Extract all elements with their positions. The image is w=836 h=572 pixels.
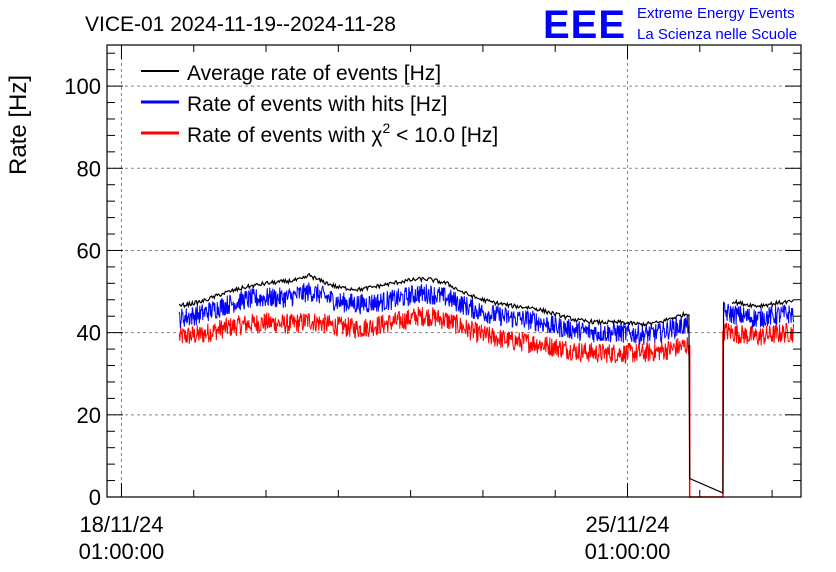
- axes: 02040608010018/11/2401:00:0025/11/2401:0…: [64, 45, 801, 564]
- series-chi2-gap: [688, 330, 724, 498]
- x-tick-label-time: 01:00:00: [79, 539, 165, 564]
- logo-line1: Extreme Energy Events: [637, 5, 795, 22]
- x-tick-label-date: 25/11/24: [585, 512, 669, 537]
- logo-mark: EEE: [543, 3, 626, 47]
- y-tick-label: 80: [77, 156, 101, 181]
- series-average-gap: [688, 301, 725, 494]
- plot-frame: [106, 44, 802, 498]
- chart-title: VICE-01 2024-11-19--2024-11-28: [85, 13, 396, 36]
- legend-label: Rate of events with hits [Hz]: [187, 93, 447, 116]
- legend-label: Average rate of events [Hz]: [187, 62, 441, 85]
- eee-logo: EEE Extreme Energy Events La Scienza nel…: [543, 3, 797, 47]
- series-average-main: [178, 272, 689, 328]
- logo-line2: La Scienza nelle Scuole: [637, 26, 797, 43]
- series-hits-main: [178, 282, 690, 346]
- series-chi2-main: [178, 306, 690, 365]
- x-tick-label-date: 18/11/24: [79, 512, 163, 537]
- series-chi2-after-gap: [723, 321, 795, 347]
- y-tick-label: 60: [77, 238, 101, 263]
- legend: Average rate of events [Hz] Rate of event…: [141, 62, 498, 147]
- legend-label: Rate of events with χ2 < 10.0 [Hz]: [187, 120, 498, 147]
- y-tick-label: 0: [89, 485, 101, 510]
- series-layer: [178, 272, 795, 498]
- y-axis-title: Rate [Hz]: [5, 75, 32, 175]
- series-hits-after-gap: [723, 302, 795, 328]
- y-tick-label: 40: [77, 321, 101, 346]
- y-tick-label: 100: [64, 74, 101, 99]
- y-tick-label: 20: [77, 403, 101, 428]
- series-average-after-gap: [731, 298, 794, 309]
- x-tick-label-time: 01:00:00: [585, 539, 671, 564]
